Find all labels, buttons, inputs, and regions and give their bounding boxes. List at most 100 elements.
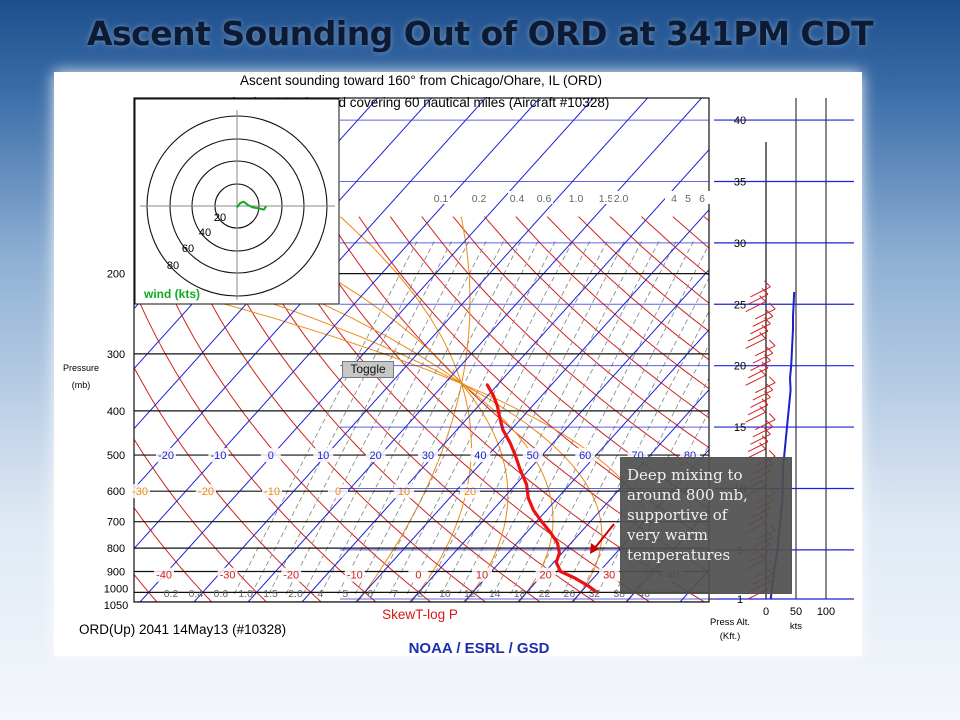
moist-adiabat-label: 10: [398, 486, 410, 498]
isotherm-line: [134, 98, 540, 550]
y-axis-label: Pressure: [63, 363, 99, 373]
mixing-ratio-label: 32: [588, 588, 600, 600]
temperature-profile-point: [485, 383, 489, 386]
wind-barb: [747, 330, 769, 342]
pressure-tick-label: 1050: [104, 600, 128, 612]
wind-barb-flag: [768, 302, 776, 310]
wind-barb: [752, 426, 774, 438]
hodograph-ring-label: 20: [214, 212, 226, 224]
isotherm-line: [54, 98, 108, 602]
y-axis-label: (mb): [72, 380, 91, 390]
mixing-ratio-line: [422, 241, 608, 597]
chart-caption: ORD(Up) 2041 14May13 (#10328): [79, 622, 286, 637]
wind-barb-flag: [768, 376, 776, 384]
wind-barb: [747, 367, 769, 379]
wind-barb: [745, 301, 766, 313]
annotation-line: around 800 mb,: [627, 486, 748, 504]
wind-barb: [745, 374, 766, 386]
temperature-profile-point: [558, 551, 561, 555]
temperature-profile-point: [519, 469, 522, 472]
wind-barb: [754, 419, 776, 430]
moist-adiabat-label-bg: [460, 484, 480, 499]
annotation-line: temperatures: [627, 546, 731, 564]
temperature-profile-point: [573, 576, 576, 580]
moist-adiabat-label: -20: [198, 486, 214, 498]
isotherm-label-bg: [313, 448, 334, 463]
mixing-ratio-label: 12: [464, 588, 476, 600]
mixing-ratio-label: 0.2: [472, 193, 487, 205]
wind-barb: [750, 286, 771, 298]
wind-barb-flag: [761, 398, 769, 406]
side-x-tick-label: 100: [817, 606, 835, 618]
wind-barb: [750, 360, 771, 372]
moist-adiabat-label: -10: [264, 486, 280, 498]
side-x-tick-label: 50: [790, 606, 802, 618]
temperature-profile-point: [587, 585, 591, 588]
mixing-ratio-label-bg: [470, 191, 488, 204]
mixing-ratio-label: 5: [342, 588, 348, 600]
wind-barb-flag: [768, 450, 776, 457]
plot-frame: [133, 97, 710, 603]
dry-adiabat-label-bg: [472, 567, 492, 582]
isotherm-label: 10: [317, 450, 329, 462]
mixing-ratio-label-bg: [665, 191, 683, 204]
mixing-ratio-label: 22: [539, 588, 551, 600]
moist-adiabat-label: -30: [132, 486, 148, 498]
mixing-ratio-label-bg: [508, 191, 526, 204]
dry-adiabat-label: -40: [156, 570, 172, 582]
dry-adiabat-label-bg: [281, 567, 302, 582]
isotherm-label: 0: [268, 450, 274, 462]
wind-barb-flag: [768, 339, 776, 347]
mixing-ratio-label: 5: [685, 193, 691, 205]
hodograph-toggle-button[interactable]: Toggle: [342, 361, 394, 378]
chart-title-line: Ascent sounding toward 160° from Chicago…: [240, 73, 602, 88]
wind-barb: [750, 323, 771, 335]
mixing-ratio-label: 1.5: [263, 588, 278, 600]
isotherm-label-bg: [156, 448, 176, 463]
annotation-line: supportive of: [627, 506, 728, 524]
wind-barb-flag: [761, 361, 769, 369]
mixing-ratio-label: 7: [392, 588, 398, 600]
wind-barb-flag: [766, 383, 774, 391]
isotherm-label-bg: [260, 448, 281, 463]
hodograph-legend: wind (kts): [143, 287, 200, 301]
isotherm-line: [247, 98, 702, 602]
wind-barb-flag: [761, 435, 769, 442]
credit-label: NOAA / ESRL / GSD: [409, 640, 550, 656]
wind-barb: [752, 315, 774, 327]
hodograph-ring-label: 60: [182, 243, 194, 255]
wind-barb-flag: [759, 442, 766, 450]
mixing-ratio-label-bg: [567, 191, 585, 204]
mixing-ratio-label: 4: [671, 193, 677, 205]
wind-barb-flag: [764, 354, 771, 361]
isotherm-label: 60: [579, 450, 591, 462]
wind-barb: [754, 345, 776, 357]
moist-adiabat-label: 0: [335, 486, 341, 498]
temperature-profile-point: [559, 570, 562, 573]
dry-adiabat-label-bg: [154, 567, 174, 582]
dry-adiabat-line: [861, 217, 862, 602]
isotherm-line: [355, 209, 709, 602]
pressure-tick-label: 1000: [104, 583, 128, 595]
mixing-ratio-label-bg: [679, 191, 697, 204]
wind-barb: [754, 382, 776, 394]
pressure-tick-label: 400: [107, 406, 125, 418]
isotherm-line: [193, 98, 648, 602]
mixing-ratio-label: 0.6: [537, 193, 552, 205]
dry-adiabat-label: 30: [603, 570, 615, 582]
wind-barb-flag: [766, 420, 774, 428]
temperature-profile-point: [514, 453, 517, 457]
dry-adiabat-label: 0: [415, 570, 421, 582]
hodograph-trace: [236, 200, 267, 211]
dry-adiabat-label: 20: [539, 570, 551, 582]
moist-adiabat-label-bg: [328, 484, 348, 499]
wind-barb-flag: [766, 310, 774, 317]
mixing-ratio-label: 1.0: [569, 193, 584, 205]
sounding-panel: 200 300 400 500 600 700 800 900 1000 1050 Pressure…: [54, 72, 862, 656]
isotherm-label-bg: [522, 448, 543, 463]
isotherm-label: 20: [369, 450, 381, 462]
slide-title: Ascent Sounding Out of ORD at 341PM CDT: [86, 14, 874, 53]
mixing-ratio-label: 0.2: [164, 588, 179, 600]
annotation-arrow: [593, 523, 615, 550]
isotherm-label: 50: [527, 450, 539, 462]
